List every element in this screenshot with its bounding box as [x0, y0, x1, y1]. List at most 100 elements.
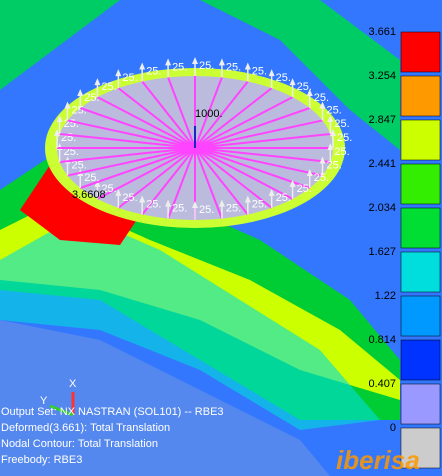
legend-swatch	[400, 383, 441, 425]
force-arrowhead	[306, 169, 313, 177]
axis-label: X	[69, 378, 77, 390]
center-force: 1000.	[195, 108, 223, 120]
force-arrowhead	[218, 199, 225, 207]
spoke	[79, 147, 196, 189]
legend-label: 2.441	[368, 158, 396, 170]
legend-swatch	[400, 295, 441, 337]
legend-swatch	[400, 31, 441, 73]
force-label: 25.	[84, 92, 99, 104]
legend-label: 3.254	[368, 70, 396, 82]
force-arrowhead	[165, 199, 172, 207]
force-arrowhead	[327, 114, 334, 122]
force-arrowhead	[330, 129, 336, 136]
force-label: 25.	[326, 159, 341, 171]
info-line: Nodal Contour: Total Translation	[1, 438, 158, 450]
mesh-band	[0, 215, 380, 430]
spoke	[141, 147, 196, 216]
legend-label: 1.627	[368, 246, 396, 258]
force-arrowhead	[268, 69, 275, 77]
spoke	[59, 132, 196, 149]
force-label: 25.	[314, 92, 329, 104]
info-line: Output Set: NX NASTRAN (SOL101) -- RBE3	[1, 406, 224, 418]
force-arrowhead	[268, 188, 275, 196]
spoke	[194, 107, 311, 149]
force-label: 25.	[101, 183, 116, 195]
force-arrowhead	[218, 58, 225, 66]
force-label: 25.	[122, 72, 137, 84]
force-label: 25.	[326, 104, 341, 116]
spoke	[194, 147, 323, 177]
force-label: 25.	[297, 81, 312, 93]
spoke	[167, 147, 196, 219]
spoke	[194, 147, 249, 216]
info-line: Deformed(3.661): Total Translation	[1, 422, 170, 434]
legend-label: 0.814	[368, 334, 396, 346]
force-label: 25.	[334, 146, 349, 158]
force-arrowhead	[77, 88, 84, 96]
force-label: 25.	[314, 172, 329, 184]
spoke	[79, 107, 196, 149]
force-arrowhead	[64, 101, 71, 109]
force-label: 25.	[252, 65, 267, 77]
legend-label: 2.847	[368, 114, 396, 126]
legend-swatch	[400, 119, 441, 161]
legend-label: 0.407	[368, 378, 396, 390]
legend-swatch	[400, 163, 441, 205]
force-arrowhead	[319, 156, 326, 164]
mesh-band	[0, 320, 330, 476]
force-arrowhead	[54, 129, 60, 136]
spoke	[194, 132, 331, 149]
spoke	[67, 119, 196, 149]
spoke	[194, 147, 311, 189]
force-label: 25.	[199, 60, 214, 72]
force-label: 25.	[72, 159, 87, 171]
spoke	[194, 77, 223, 149]
force-arrowhead	[56, 114, 63, 122]
legend-label: 2.034	[368, 202, 396, 214]
watermark: iberisa	[336, 445, 420, 475]
force-label: 25.	[146, 198, 161, 210]
spoke	[194, 147, 331, 164]
force-arrowhead	[139, 62, 146, 70]
force-arrowhead	[327, 143, 334, 151]
force-arrowhead	[319, 101, 326, 109]
force-arrowhead	[165, 58, 172, 66]
spoke	[96, 96, 196, 149]
force-label: 25.	[172, 61, 187, 73]
axis-arrow	[49, 404, 74, 417]
force-label: 25.	[226, 203, 241, 215]
spoke	[67, 147, 196, 177]
axis-label: Y	[40, 395, 48, 407]
force-label: 25.	[172, 203, 187, 215]
legend-swatch	[400, 427, 441, 469]
rbe3-spokes: 25.25.25.25.25.25.25.25.25.25.25.25.25.2…	[54, 57, 352, 220]
force-label: 25.	[297, 183, 312, 195]
spoke	[194, 147, 273, 209]
legend-swatch	[400, 339, 441, 381]
force-arrowhead	[115, 69, 122, 77]
force-arrowhead	[115, 188, 122, 196]
spoke	[141, 80, 196, 149]
spoke	[96, 147, 196, 200]
force-label: 25.	[252, 198, 267, 210]
force-label: 25.	[199, 204, 214, 216]
force-arrowhead	[192, 201, 198, 208]
force-arrowhead	[244, 195, 251, 203]
spoke	[59, 147, 196, 164]
force-arrowhead	[289, 78, 296, 86]
mesh-band	[0, 0, 120, 90]
force-label: 25.	[84, 172, 99, 184]
force-arrowhead	[94, 179, 101, 187]
spoke	[194, 96, 294, 149]
spoke	[194, 80, 249, 149]
info-text: Output Set: NX NASTRAN (SOL101) -- RBE3 D…	[1, 406, 224, 466]
legend: 3.661 3.254 2.847 2.441 2.034 1.627 1.22 0.814 0…	[368, 26, 441, 469]
info-line: Freebody: RBE3	[1, 454, 82, 466]
force-label: 25.	[64, 118, 79, 130]
force-label: 25.	[146, 65, 161, 77]
spoke	[194, 147, 223, 219]
spoke	[167, 77, 196, 149]
spoke	[194, 119, 323, 149]
force-arrowhead	[289, 179, 296, 187]
